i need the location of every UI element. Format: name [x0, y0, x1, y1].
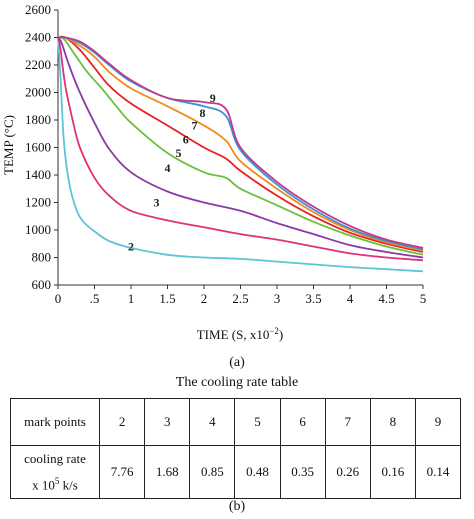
mark-cell: 6: [279, 398, 326, 446]
x-tick-label: 4.5: [378, 291, 394, 306]
rate-cell: 0.26: [324, 445, 371, 499]
y-tick-label: 2000: [25, 85, 51, 100]
curve-9: [57, 36, 424, 249]
mark-cell: 3: [144, 398, 191, 446]
y-tick-label: 1200: [25, 195, 51, 210]
x-tick-label: 2.5: [232, 291, 248, 306]
curve-6: [57, 35, 424, 253]
mark-cell: 5: [234, 398, 281, 446]
curve-label-8: 8: [200, 106, 206, 120]
curve-label-4: 4: [165, 161, 171, 175]
x-tick-label: 0: [55, 291, 62, 306]
rate-cell: 0.85: [189, 445, 236, 499]
cooling-curves-chart: 6008001000120014001600180020002200240026…: [1, 2, 426, 342]
y-tick-label: 2600: [25, 2, 51, 17]
cooling-rate-header: cooling rate x 105 k/s: [10, 445, 100, 499]
y-tick-label: 1800: [25, 112, 51, 127]
curve-label-7: 7: [192, 119, 198, 133]
cooling-rate-label: cooling rate: [24, 450, 86, 466]
x-tick-label: .5: [90, 291, 100, 306]
curve-7: [57, 35, 424, 252]
y-axis-label: TEMP (°C): [1, 115, 16, 175]
y-tick-label: 2200: [25, 57, 51, 72]
rate-cell: 0.14: [414, 445, 462, 499]
curve-label-6: 6: [183, 132, 189, 146]
rate-cell: 0.35: [279, 445, 326, 499]
table-title: The cooling rate table: [175, 375, 299, 390]
caption-b: (b): [228, 499, 246, 514]
cooling-rate-unit: x 105 k/s: [32, 475, 78, 493]
mark-cell: 8: [369, 398, 416, 446]
curve-2: [57, 37, 424, 273]
rate-cell: 7.76: [98, 445, 146, 499]
mark-cell: 4: [189, 398, 236, 446]
mark-points-header: mark points: [10, 398, 100, 446]
curve-label-2: 2: [128, 240, 134, 254]
x-tick-label: 1.5: [159, 291, 175, 306]
rate-cell: 0.16: [369, 445, 416, 499]
y-tick-label: 1600: [25, 140, 51, 155]
y-tick-label: 1000: [25, 222, 51, 237]
caption-a: (a): [229, 355, 245, 370]
curve-label-5: 5: [175, 146, 181, 160]
x-tick-label: 5: [420, 291, 427, 306]
mark-cell: 9: [414, 398, 462, 446]
mark-cell: 2: [98, 398, 146, 446]
x-tick-label: 1: [128, 291, 135, 306]
table-row-rates: cooling rate x 105 k/s 7.76 1.68 0.85 0.…: [10, 445, 462, 499]
x-tick-label: 2: [201, 291, 208, 306]
y-tick-label: 1400: [25, 167, 51, 182]
curve-8: [57, 36, 424, 251]
curve-label-9: 9: [210, 91, 216, 105]
cooling-rate-table: mark points 2 3 4 5 6 7 8 9 cooling rate…: [10, 398, 462, 499]
curve-4: [57, 36, 424, 259]
curve-3: [57, 37, 424, 262]
x-axis-label: TIME (S, x10−2): [197, 326, 284, 342]
y-tick-label: 800: [32, 250, 52, 265]
rate-cell: 1.68: [144, 445, 191, 499]
curve-5: [57, 36, 424, 256]
curve-label-3: 3: [154, 196, 160, 210]
mark-cell: 7: [324, 398, 371, 446]
rate-cell: 0.48: [234, 445, 281, 499]
x-tick-label: 3.5: [305, 291, 321, 306]
x-tick-label: 3: [274, 291, 281, 306]
x-tick-label: 4: [347, 291, 354, 306]
y-tick-label: 600: [32, 277, 52, 292]
table-row-marks: mark points 2 3 4 5 6 7 8 9: [10, 398, 462, 446]
plot-area: 6008001000120014001600180020002200240026…: [25, 2, 426, 306]
y-tick-label: 2400: [25, 30, 51, 45]
